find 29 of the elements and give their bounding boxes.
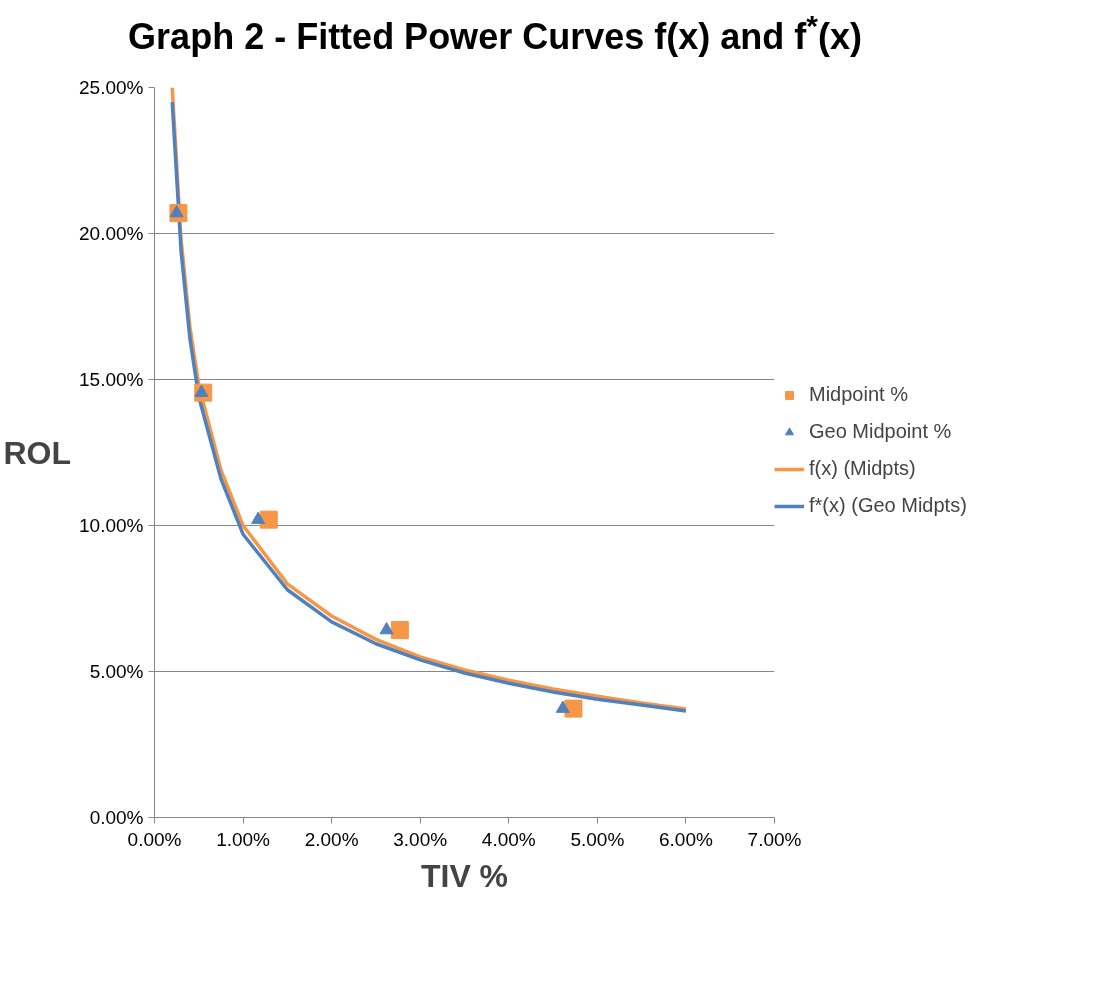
x-tick-label: 0.00% (127, 828, 182, 850)
legend-label: f*(x) (Geo Midpts) (809, 494, 967, 518)
x-tick-label: 2.00% (304, 828, 359, 850)
point (390, 621, 409, 640)
point (259, 511, 278, 530)
x-tick-label: 5.00% (570, 828, 625, 850)
y-tick-label: 20.00% (79, 223, 144, 245)
legend-label: f(x) (Midpts) (809, 457, 916, 481)
y-tick-label: 0.00% (89, 807, 144, 829)
y-tick-label: 5.00% (89, 661, 144, 683)
x-tick-label: 3.00% (393, 828, 448, 850)
legend-label: Geo Midpoint % (809, 420, 952, 444)
y-tick-label: 25.00% (79, 77, 144, 99)
x-tick-label: 4.00% (481, 828, 536, 850)
x-axis-title: TIV % (420, 857, 509, 894)
legend-label: Midpoint % (809, 383, 908, 407)
point (555, 701, 570, 714)
x-tick-label: 6.00% (658, 828, 713, 850)
y-axis-title: ROL (3, 434, 72, 471)
point (564, 700, 583, 719)
y-tick-label: 10.00% (79, 515, 144, 537)
point (379, 622, 394, 635)
point (169, 205, 184, 218)
x-tick-label: 7.00% (747, 828, 802, 850)
x-tick-label: 1.00% (216, 828, 271, 850)
point (194, 385, 209, 398)
point (251, 512, 266, 525)
chart-title: Graph 2 - Fitted Power Curves f(x) and f$^{*}$(x) (127, 8, 863, 59)
y-tick-label: 15.00% (79, 369, 144, 391)
